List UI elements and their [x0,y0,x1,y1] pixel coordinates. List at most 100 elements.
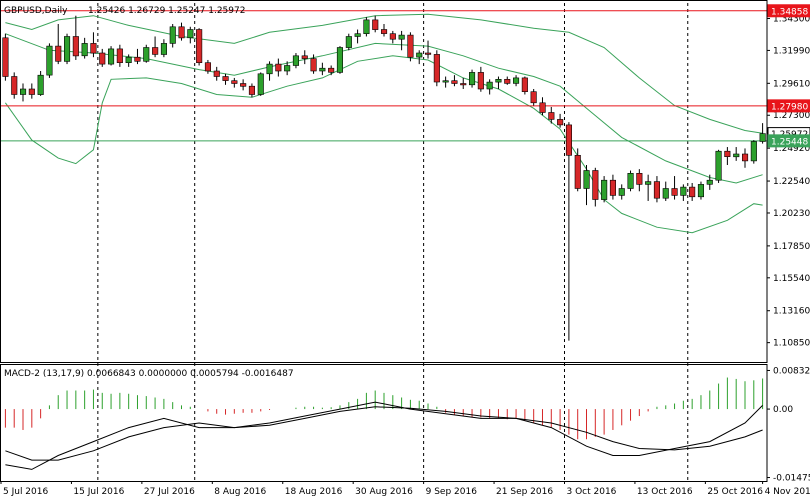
price-tick-label: 1.17850 [773,242,810,252]
macd-frame [0,364,768,482]
time-tick-label: 30 Aug 2016 [355,487,413,497]
price-tick-label: 1.15540 [773,274,810,284]
candle-bear [55,45,62,62]
candle-bear [240,83,247,87]
price-label-red: 1.27980 [771,102,808,112]
candle-bull [645,181,652,185]
macd-tick-label: 0.008323 [773,366,810,376]
candle-bear [2,37,9,77]
candle-bull [284,65,291,72]
macd-signal-line [5,406,763,461]
candle-bull [46,45,53,76]
price-tick-label: 1.10850 [773,339,810,349]
candle-bull [662,188,669,199]
candle-bull [19,88,27,95]
candle-bear [539,102,546,113]
candle-bull [601,179,608,200]
candle-bull [143,47,150,62]
symbol-label: GBPUSD,Daily [4,6,68,16]
time-tick-label: 18 Aug 2016 [285,487,343,497]
time-tick-label: 9 Sep 2016 [426,487,478,497]
macd-panel [4,377,764,470]
macd-label: MACD-2 (13,17,9) 0.0066843 0.0000000 0.0… [4,369,294,379]
time-tick-label: 21 Sep 2016 [496,487,553,497]
candle-bear [204,62,211,72]
candle-bear [11,76,18,95]
candle-bear [592,170,599,200]
candle-bear [741,153,749,162]
candle-bear [504,79,511,84]
candle-bull [354,33,361,37]
candle-bull [733,153,740,158]
candle-bull [583,170,590,189]
candle-bear [134,56,141,62]
candle-bear [724,150,731,157]
candle-bear [407,34,414,58]
candle-bull [680,186,687,196]
candle-bear [565,124,573,156]
candle-bull [486,81,493,90]
bb-upper [5,13,763,134]
candle-bull [160,43,167,55]
candle-bull [759,133,766,142]
price-label-box-red [767,99,810,113]
time-tick-label: 8 Aug 2016 [214,487,266,497]
candle-bear [530,91,537,104]
macd-tick-label: -0.014752 [773,474,810,484]
candle-bear [116,48,123,64]
candle-bull [108,48,115,65]
candle-bull [512,77,520,84]
price-tick-label: 1.29610 [773,79,810,89]
price-label-green: 1.25448 [771,137,808,147]
price-tick-label: 1.34300 [773,14,810,24]
candle-bear [28,88,35,95]
candle-bear [99,52,106,65]
candle-bull [398,34,405,40]
candle-bear [460,83,467,86]
price-label-box-red [767,4,810,18]
price-tick-label: 1.22540 [773,177,810,187]
candle-bear [433,54,440,83]
time-tick-label: 25 Oct 2016 [707,487,763,497]
candle-bull [750,141,757,162]
bb-lower [4,55,763,234]
candle-bull [416,52,423,58]
time-tick-label: 15 Jul 2016 [73,487,124,497]
candle-bull [319,67,326,72]
candle-bear [451,80,458,84]
candle-bear [671,188,678,196]
candle-bull [169,26,176,44]
price-tick-label: 1.24920 [773,144,810,154]
candle-bear [90,43,97,54]
grid [97,3,689,481]
candle-bear [609,179,617,196]
candle-bear [424,52,432,55]
price-axis: 1.34300 1.31990 1.29610 1.27300 1.24920 1.225… [767,14,810,484]
time-tick-label: 4 Nov 2016 [765,487,810,497]
candle-bear [328,67,335,73]
candle-bull [706,179,713,185]
candle-bull [266,63,273,75]
candle-bear [222,76,229,81]
candle-bull [715,150,722,181]
candle-bear [196,29,203,64]
candle-bull [37,74,44,95]
candle-bull [64,36,71,62]
candle-bull [257,73,264,95]
candle-bear [231,80,238,84]
candle-bull [618,188,625,196]
candle-bull [187,29,194,39]
candle-bear [178,26,185,39]
candle-bull [125,56,132,64]
candle-bear [689,186,696,198]
candle-bear [213,70,220,77]
candle-bear [548,112,555,120]
candles [2,15,766,341]
price-tick-label: 1.31990 [773,46,810,56]
candle-bull [292,55,300,66]
candle-bull [345,36,352,48]
candle-bear [310,58,317,72]
